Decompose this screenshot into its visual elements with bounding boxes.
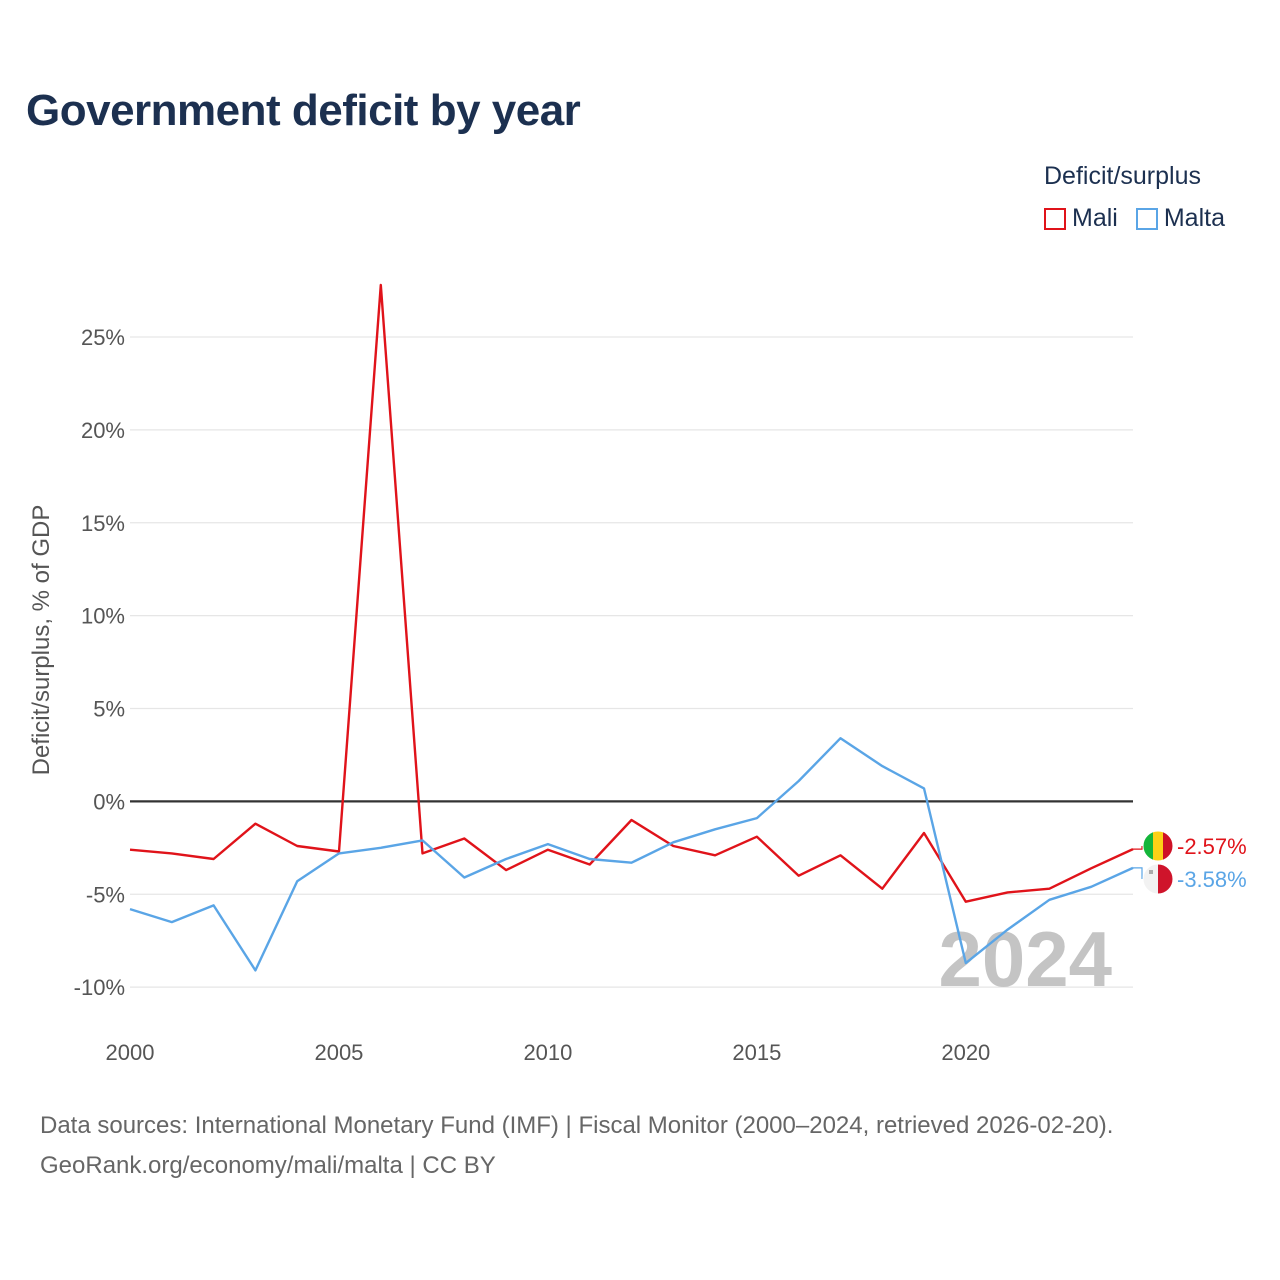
flag-cross	[1149, 870, 1153, 874]
y-tick-label: 25%	[81, 325, 125, 350]
y-tick-label: -10%	[74, 975, 125, 1000]
source-line-2[interactable]: GeoRank.org/economy/mali/malta | CC BY	[40, 1152, 496, 1179]
y-tick-label: 5%	[93, 697, 125, 722]
x-tick-label: 2020	[941, 1040, 990, 1065]
chart-area: 2024 -10% -5% 0% 5% 10% 15% 20% 25% 2000 2005 201…	[74, 283, 1247, 1065]
series-lines	[129, 283, 1134, 972]
flag-stripe	[1163, 831, 1173, 861]
series-line-mali	[129, 283, 1134, 903]
legend-label-malta: Malta	[1163, 204, 1225, 232]
flag-ring	[1142, 863, 1174, 895]
legend-swatch-malta	[1135, 207, 1158, 230]
x-tick-labels: 2000 2005 2010 2015 2020	[106, 1040, 991, 1065]
legend-swatch-mali	[1044, 207, 1066, 230]
flag-stripe	[1143, 831, 1153, 861]
y-tick-label: 20%	[81, 418, 125, 443]
series-line-malta	[129, 737, 1134, 972]
end-connector-malta	[1133, 867, 1143, 879]
flag-stripe	[1158, 864, 1173, 894]
chart-title: Government deficit by year	[26, 86, 581, 135]
end-value-label-malta: -3.58%	[1177, 867, 1247, 892]
legend-item-mali[interactable]: Mali	[1044, 204, 1118, 233]
y-tick-label: 0%	[93, 789, 125, 814]
y-tick-label: 10%	[81, 604, 125, 629]
flag-stripe	[1153, 831, 1163, 861]
legend-label-mali: Mali	[1072, 204, 1118, 232]
flag-stripe	[1143, 864, 1158, 894]
legend: Mali Malta	[1044, 204, 1225, 233]
legend-item-malta[interactable]: Malta	[1135, 204, 1225, 233]
x-tick-label: 2005	[314, 1040, 363, 1065]
flag-malta-icon	[1142, 863, 1174, 895]
y-tick-labels: -10% -5% 0% 5% 10% 15% 20% 25%	[74, 325, 125, 1000]
grid-lines	[130, 336, 1133, 988]
year-watermark: 2024	[938, 915, 1112, 1003]
source-line-1: Data sources: International Monetary Fun…	[40, 1112, 1114, 1139]
flag-mali-icon	[1142, 830, 1174, 862]
flag-ring	[1142, 830, 1174, 862]
end-connector-mali	[1133, 846, 1143, 850]
source-note: Data sources: International Monetary Fun…	[40, 1106, 1113, 1186]
legend-title: Deficit/surplus	[1044, 162, 1201, 190]
y-tick-label: -5%	[86, 882, 125, 907]
end-value-label-mali: -2.57%	[1177, 834, 1247, 859]
x-tick-label: 2015	[732, 1040, 781, 1065]
series-end-markers: -2.57% -3.58%	[1133, 830, 1247, 895]
y-tick-label: 15%	[81, 511, 125, 536]
x-tick-label: 2010	[523, 1040, 572, 1065]
x-tick-label: 2000	[106, 1040, 155, 1065]
